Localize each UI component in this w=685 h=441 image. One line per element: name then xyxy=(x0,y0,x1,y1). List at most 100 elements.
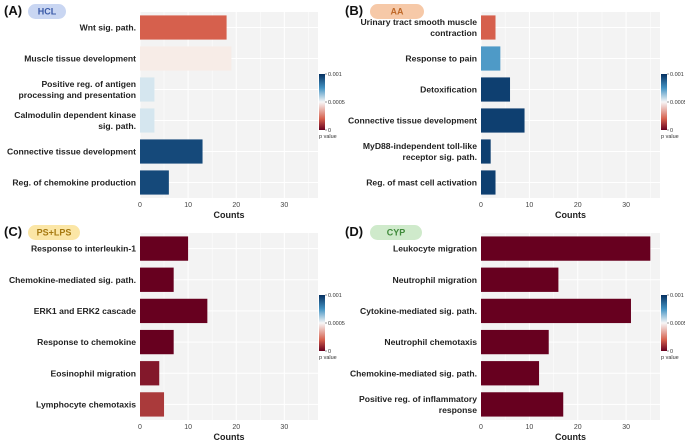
plot-area xyxy=(140,233,318,420)
colorbar-tick-label: 0.0005 xyxy=(328,321,345,327)
colorbar-title: p value xyxy=(319,355,337,361)
x-axis-label: Counts xyxy=(555,210,586,220)
category-label: Chemokine-mediated sig. path. xyxy=(350,368,477,378)
bar xyxy=(481,46,501,71)
colorbar-tick-label: 0.001 xyxy=(328,293,342,299)
colorbar xyxy=(319,295,325,351)
condition-badge-label: PS+LPS xyxy=(37,228,72,238)
category-label: MyD88-independent toll-like xyxy=(363,141,477,151)
colorbar-tick-label: 0.0005 xyxy=(670,321,685,327)
bar xyxy=(140,46,232,71)
category-label: Wnt sig. path. xyxy=(80,23,136,33)
bar xyxy=(481,267,559,292)
colorbar-tick-label: 0 xyxy=(328,128,331,134)
category-label: Connective tissue development xyxy=(348,116,477,126)
category-label: Neutrophil migration xyxy=(392,275,477,285)
category-label: Chemokine-mediated sig. path. xyxy=(9,275,136,285)
category-label: Urinary tract smooth muscle xyxy=(360,17,477,27)
plot-area xyxy=(481,12,660,198)
x-tick-label: 10 xyxy=(525,424,533,431)
category-label: Neutrophil chemotaxis xyxy=(384,337,477,347)
bar xyxy=(140,77,155,102)
x-tick-label: 20 xyxy=(574,424,582,431)
bar xyxy=(140,108,155,133)
colorbar xyxy=(661,295,667,351)
bar xyxy=(481,15,496,40)
bar xyxy=(140,267,174,292)
bar xyxy=(481,392,564,417)
x-tick-label: 20 xyxy=(574,202,582,209)
bar xyxy=(140,392,165,417)
category-label: processing and presentation xyxy=(19,90,136,100)
x-tick-label: 30 xyxy=(622,202,630,209)
condition-badge-label: HCL xyxy=(38,7,57,17)
x-tick-label: 10 xyxy=(184,424,192,431)
colorbar-tick-label: 0.001 xyxy=(670,293,684,299)
colorbar-tick-label: 0.0005 xyxy=(670,100,685,106)
condition-badge xyxy=(28,225,80,240)
colorbar-title: p value xyxy=(319,134,337,140)
x-tick-label: 30 xyxy=(280,202,288,209)
panel-label: (D) xyxy=(345,224,363,239)
bar xyxy=(140,15,227,40)
category-label: receptor sig. path. xyxy=(403,152,478,162)
x-tick-label: 0 xyxy=(479,202,483,209)
colorbar xyxy=(661,74,667,130)
category-label: Connective tissue development xyxy=(7,147,136,157)
category-label: Positive reg. of inflammatory xyxy=(359,394,477,404)
x-tick-label: 30 xyxy=(622,424,630,431)
colorbar-tick-label: 0.001 xyxy=(328,72,342,78)
bar xyxy=(481,170,496,195)
category-label: Response to pain xyxy=(405,54,477,64)
colorbar-tick-label: 0 xyxy=(328,349,331,355)
x-tick-label: 10 xyxy=(525,202,533,209)
bar xyxy=(140,361,160,386)
colorbar xyxy=(319,74,325,130)
category-label: Eosinophil migration xyxy=(51,368,136,378)
category-label: sig. path. xyxy=(98,121,136,131)
condition-badge xyxy=(28,4,66,19)
bar xyxy=(481,236,651,261)
panel-c: (C) PS+LPS Response to interleukin-1 Chemok… xyxy=(4,224,345,441)
condition-badge-label: AA xyxy=(391,7,404,17)
category-label: Reg. of chemokine production xyxy=(12,178,136,188)
x-tick-label: 0 xyxy=(479,424,483,431)
category-label: contraction xyxy=(430,28,477,38)
panel-label: (B) xyxy=(345,3,363,18)
category-label: Positive reg. of antigen xyxy=(41,79,136,89)
x-axis-label: Counts xyxy=(214,210,245,220)
bar xyxy=(481,361,540,386)
x-tick-label: 0 xyxy=(138,202,142,209)
plot-area xyxy=(481,233,660,420)
x-axis-label: Counts xyxy=(555,432,586,441)
category-label: Detoxification xyxy=(420,85,477,95)
panel-label: (A) xyxy=(4,3,22,18)
x-tick-label: 20 xyxy=(232,424,240,431)
condition-badge xyxy=(370,225,422,240)
colorbar-tick-label: 0.0005 xyxy=(328,100,345,106)
colorbar-tick-label: 0 xyxy=(670,128,673,134)
category-label: ERK1 and ERK2 cascade xyxy=(34,306,136,316)
colorbar-title: p value xyxy=(661,134,679,140)
bar xyxy=(140,139,203,164)
colorbar-title: p value xyxy=(661,355,679,361)
colorbar-tick-label: 0 xyxy=(670,349,673,355)
bar xyxy=(481,108,525,133)
category-label: response xyxy=(439,405,477,415)
category-label: Calmodulin dependent kinase xyxy=(14,110,136,120)
panel-label: (C) xyxy=(4,224,22,239)
category-label: Muscle tissue development xyxy=(24,54,136,64)
bar xyxy=(140,170,169,195)
x-axis-label: Counts xyxy=(214,432,245,441)
bar xyxy=(140,329,174,355)
category-label: Leukocyte migration xyxy=(393,244,477,254)
bar xyxy=(481,77,511,102)
category-label: Response to chemokine xyxy=(37,337,136,347)
panel-d: (D) CYP Leukocyte migration Neutrophil migr… xyxy=(345,224,685,441)
x-tick-label: 30 xyxy=(280,424,288,431)
bar xyxy=(481,329,549,355)
panel-a: (A) HCL Wnt sig. path. Muscle tissue develo… xyxy=(4,3,345,220)
category-label: Cytokine-mediated sig. path. xyxy=(360,306,477,316)
